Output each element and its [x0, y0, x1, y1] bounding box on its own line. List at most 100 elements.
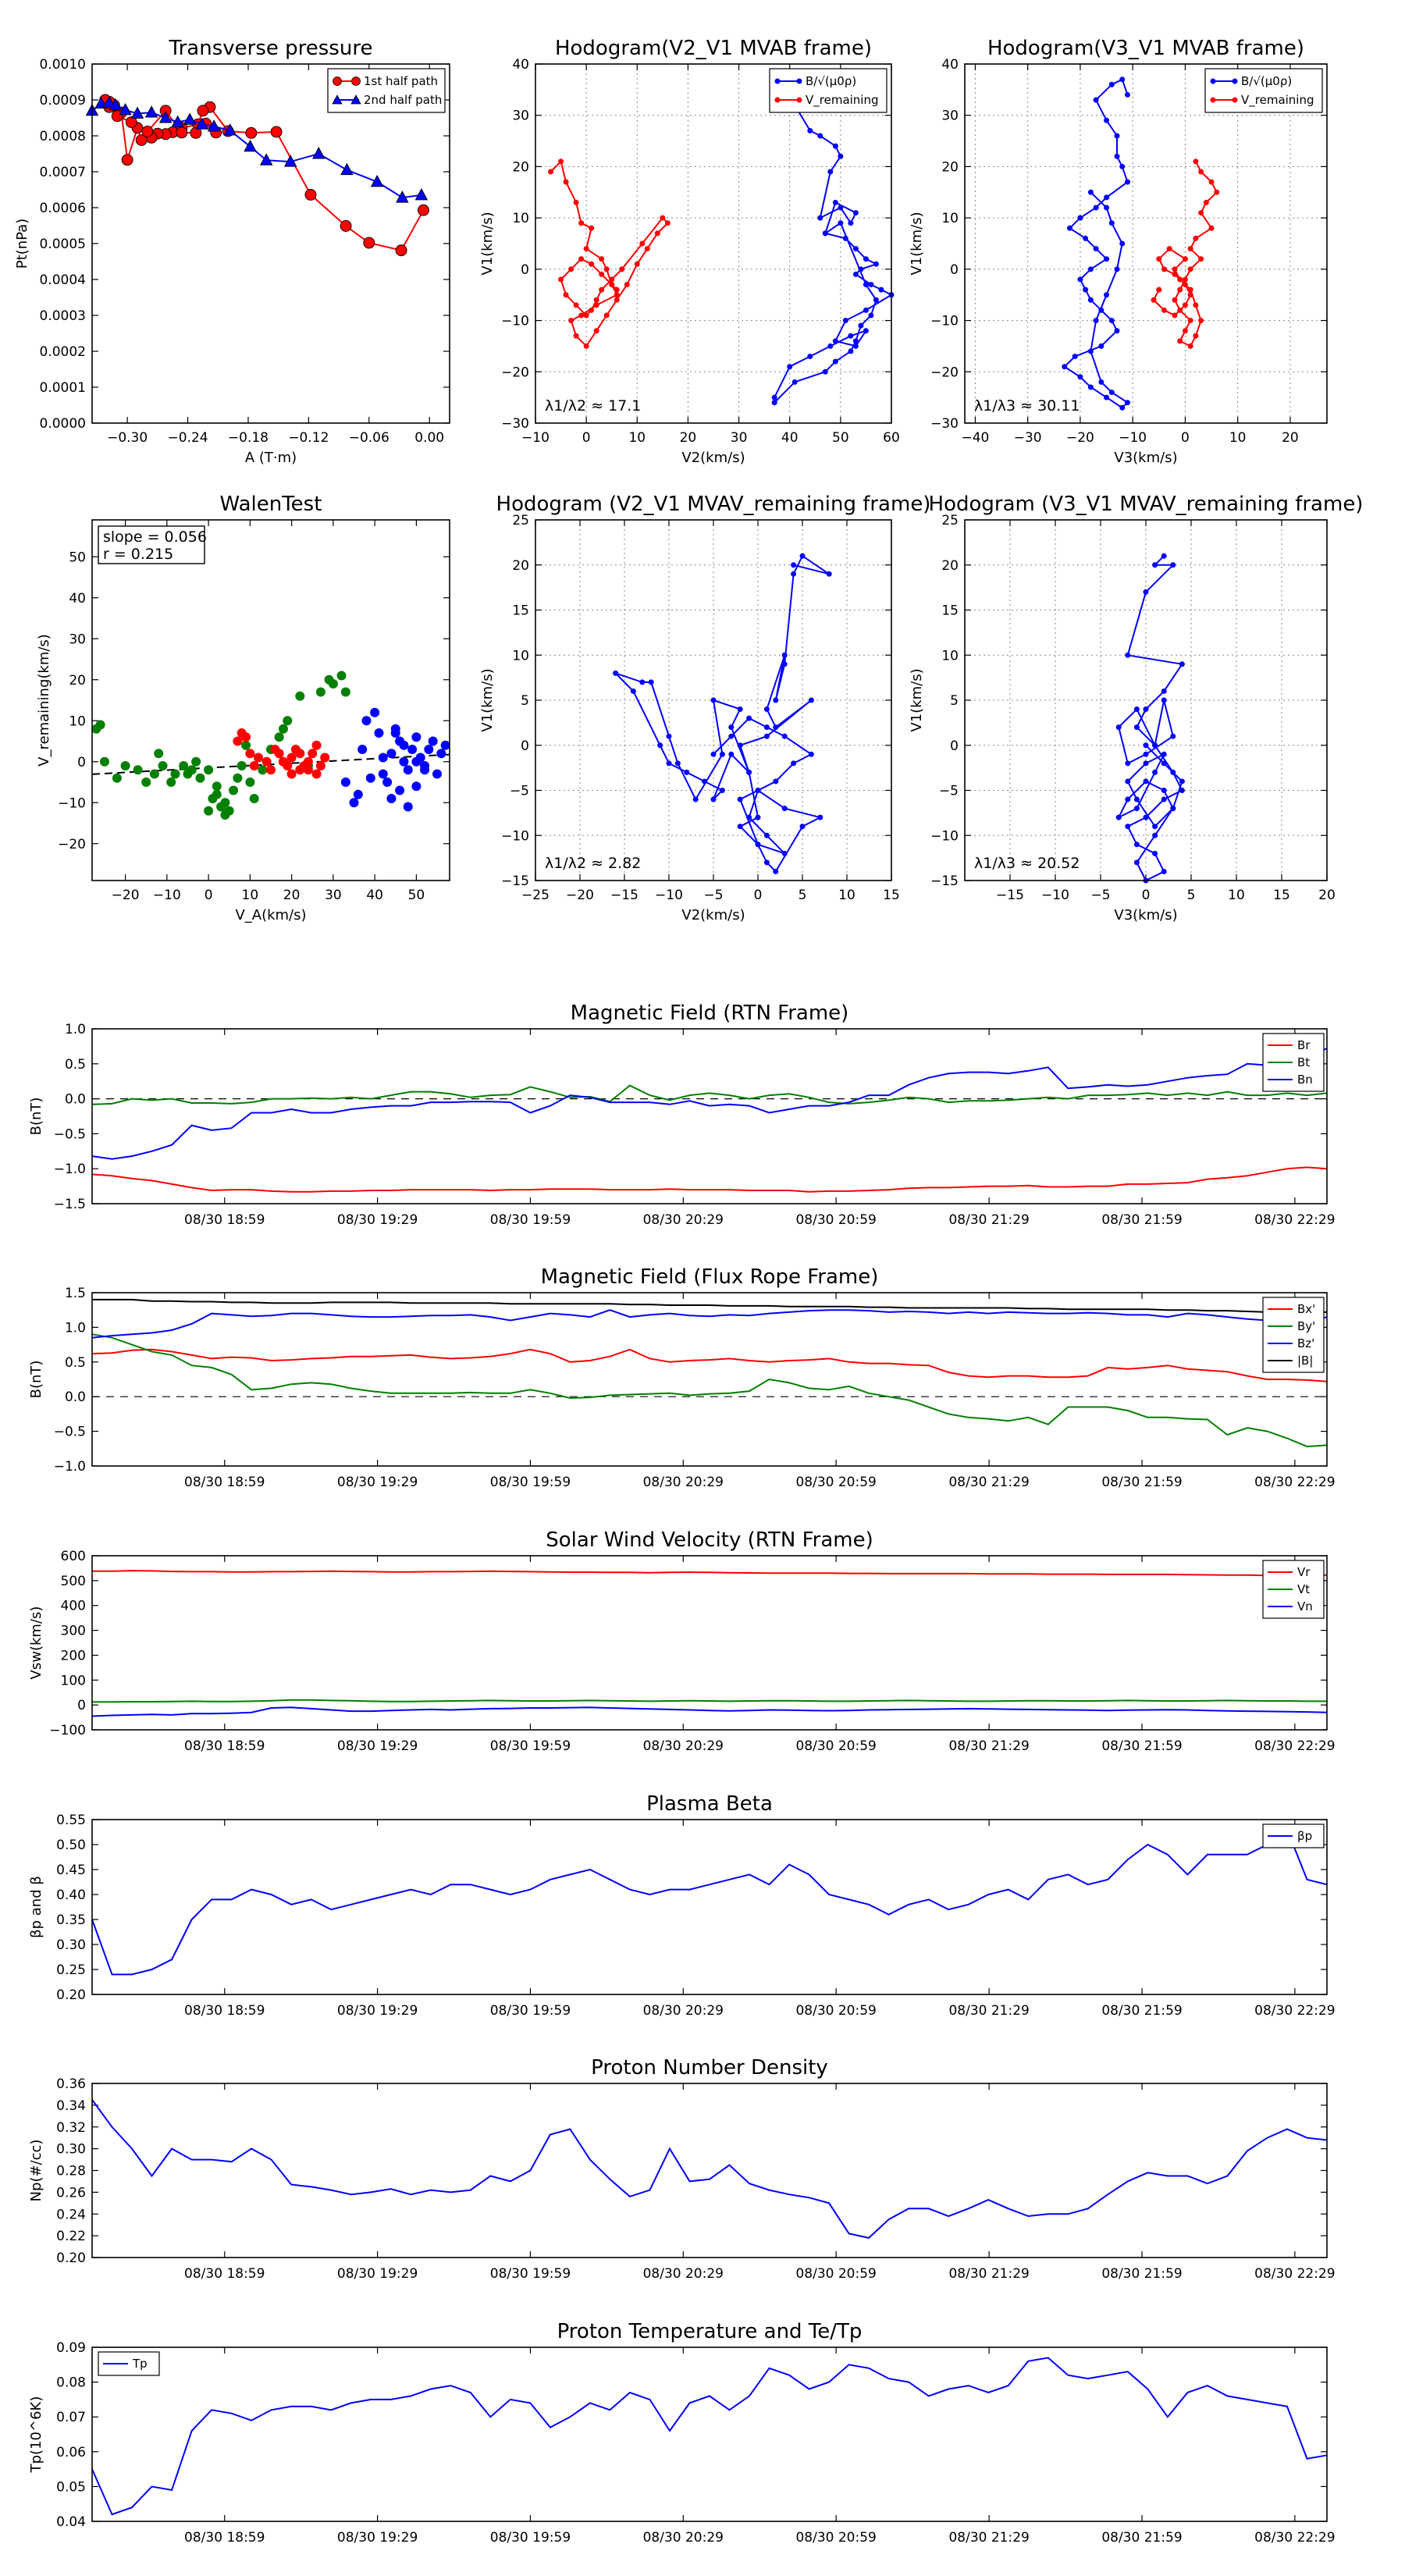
- legend-label: |B|: [1297, 1354, 1313, 1368]
- y-axis-label: V1(km/s): [909, 212, 925, 275]
- data-point: [1152, 850, 1158, 856]
- data-point: [878, 286, 884, 293]
- y-tick-label: 0.07: [56, 2410, 86, 2425]
- data-point: [241, 740, 251, 750]
- data-point: [558, 276, 564, 283]
- plot-frame: [91, 1028, 1328, 1204]
- data-point: [1179, 778, 1185, 785]
- data-point: [249, 761, 259, 770]
- data-point: [135, 134, 148, 146]
- y-tick-label: −10: [58, 795, 86, 811]
- chart-h1: Hodogram(V2_V1 MVAB frame) −10 0 10 20 30 40 50…: [479, 37, 900, 466]
- data-point: [403, 802, 413, 812]
- data-point: [848, 333, 854, 339]
- data-point: [295, 691, 305, 701]
- data-point: [311, 769, 322, 779]
- data-point: [149, 769, 159, 779]
- data-point: [166, 777, 176, 787]
- data-point: [286, 753, 297, 763]
- x-tick-label: 08/30 18:59: [184, 2003, 265, 2019]
- y-axis-label: Tp(10^6K): [28, 2396, 44, 2474]
- x-tick-label: 08/30 21:29: [948, 2003, 1029, 2019]
- x-tick-label: 08/30 21:29: [948, 2530, 1029, 2546]
- data-point: [1114, 328, 1120, 334]
- data-point: [418, 204, 429, 216]
- data-point: [407, 745, 418, 754]
- x-tick-label: 10: [628, 430, 646, 446]
- data-point: [436, 749, 446, 759]
- x-tick-label: −0.18: [228, 430, 269, 446]
- legend-marker: [796, 97, 802, 103]
- data-point: [254, 753, 264, 763]
- series-line-mf_rtn-1: [91, 1084, 1328, 1105]
- legend-label: Vt: [1297, 1582, 1310, 1596]
- data-point: [1143, 742, 1149, 749]
- data-point: [781, 652, 788, 658]
- chart-title: Hodogram (V2_V1 MVAV_remaining frame): [496, 493, 931, 516]
- x-tick-label: −0.30: [107, 430, 148, 446]
- chart-title: Magnetic Field (RTN Frame): [571, 1002, 849, 1025]
- data-point: [204, 765, 214, 775]
- data-point: [130, 106, 144, 119]
- y-tick-label: 15: [512, 603, 529, 619]
- data-point: [125, 116, 137, 128]
- y-tick-label: −30: [501, 416, 529, 432]
- data-point: [1187, 246, 1193, 252]
- data-point: [1119, 76, 1126, 83]
- data-point: [1187, 286, 1193, 293]
- x-tick-label: 08/30 20:29: [643, 1212, 724, 1228]
- data-point: [399, 756, 409, 767]
- data-point: [1193, 158, 1199, 165]
- data-point: [191, 756, 201, 767]
- series-walen-0: [91, 671, 350, 820]
- data-point: [858, 322, 864, 329]
- chart-h3: Hodogram (V2_V1 MVAV_remaining frame) −25…: [479, 493, 930, 923]
- data-point: [1152, 769, 1158, 775]
- data-point: [1166, 246, 1172, 252]
- data-point: [863, 307, 869, 313]
- y-tick-label: 0.0004: [40, 272, 86, 288]
- data-point: [603, 312, 610, 318]
- data-point: [1133, 859, 1140, 866]
- x-tick-label: −10: [1041, 888, 1069, 903]
- data-point: [1161, 553, 1167, 559]
- ratio-annotation: λ1/λ2 ≈ 17.1: [545, 397, 641, 415]
- data-point: [1087, 297, 1094, 303]
- data-point: [624, 282, 630, 288]
- x-tick-label: −10: [521, 430, 550, 446]
- series-line-mf_rtn-0: [91, 1166, 1328, 1193]
- data-point: [320, 753, 330, 763]
- data-point: [873, 297, 879, 303]
- data-point: [195, 773, 205, 783]
- x-tick-label: 08/30 19:29: [337, 2530, 418, 2546]
- chart-walen: WalenTest −20 −10 0 10 20 30 40 50 −20 −10 0 10 20 30 4…: [36, 493, 450, 923]
- data-point: [609, 282, 615, 288]
- data-point: [1077, 374, 1083, 380]
- data-point: [374, 728, 384, 738]
- y-tick-label: 0.30: [56, 2142, 86, 2158]
- y-tick-label: 0.0009: [40, 93, 86, 109]
- legend-marker: [774, 97, 781, 103]
- legend-label: Bt: [1297, 1055, 1310, 1069]
- x-tick-label: 30: [731, 430, 748, 446]
- x-axis-label: A (T·m): [245, 450, 297, 466]
- y-tick-label: 0.34: [56, 2098, 86, 2114]
- y-tick-label: −10: [501, 828, 529, 844]
- data-point: [852, 210, 859, 216]
- y-axis-label: B(nT): [28, 1361, 44, 1399]
- data-point: [613, 670, 619, 676]
- x-tick-label: 0: [1181, 430, 1190, 446]
- chart-h2: Hodogram(V3_V1 MVAB frame)−40 −30 −20 −10 0 1…: [909, 37, 1328, 466]
- y-tick-label: 0.5: [65, 1057, 86, 1073]
- data-point: [340, 687, 350, 697]
- legend: B/√(μ0ρ) V_remaining: [769, 68, 887, 113]
- series-h3-0: [613, 553, 832, 874]
- r-annotation: r = 0.215: [103, 546, 173, 563]
- x-tick-label: −10: [153, 888, 181, 903]
- y-tick-label: 10: [69, 713, 86, 729]
- data-point: [787, 364, 793, 370]
- series-h4-0: [1115, 553, 1185, 884]
- plot-frame: [91, 63, 450, 424]
- data-point: [1208, 179, 1215, 185]
